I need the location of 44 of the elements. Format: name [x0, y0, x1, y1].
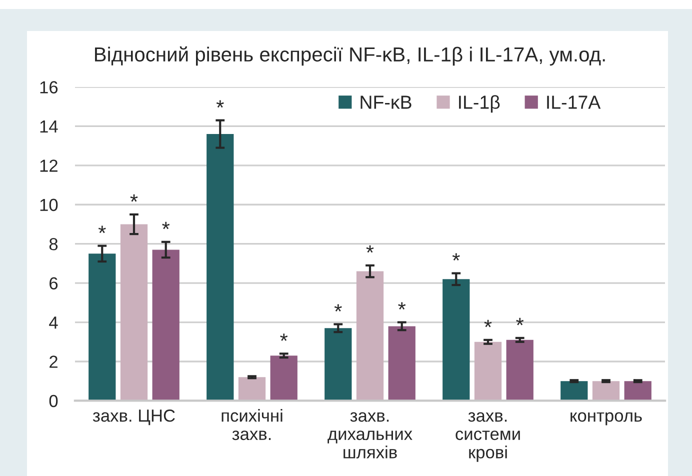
data-label: * — [366, 245, 374, 253]
y-tick-label: 4 — [49, 316, 58, 329]
data-label: * — [280, 334, 288, 341]
bar — [238, 377, 266, 401]
bar — [506, 340, 534, 401]
data-label: * — [162, 222, 170, 230]
data-label: * — [398, 302, 406, 310]
y-tick-label: 2 — [50, 356, 58, 368]
y-tick-label: 10 — [40, 198, 58, 212]
x-tick-label: захв. дихальних шляхів — [328, 412, 412, 458]
data-label: * — [216, 100, 224, 108]
bar — [88, 254, 116, 401]
y-tick-label: 0 — [49, 394, 58, 408]
y-tick-label: 8 — [49, 238, 58, 250]
legend-label: NF-κB — [360, 96, 412, 109]
bar — [120, 224, 148, 401]
x-tick-label: психічні захв. — [222, 409, 282, 440]
y-tick-label: 14 — [40, 120, 58, 133]
x-tick-label: захв. системи крові — [456, 412, 520, 462]
bar — [474, 342, 502, 401]
x-tick-label: захв. ЦНС — [92, 409, 175, 426]
bar — [560, 381, 588, 401]
y-tick-label: 16 — [40, 81, 58, 94]
bar — [270, 356, 298, 401]
data-label: * — [130, 194, 138, 202]
bar — [624, 381, 652, 401]
y-tick-label: 6 — [50, 277, 58, 290]
bar — [442, 279, 470, 401]
bar — [356, 271, 384, 401]
legend-label: IL-1β — [459, 95, 500, 113]
bar — [324, 328, 352, 401]
bar — [592, 381, 620, 401]
data-label: * — [484, 320, 492, 328]
bar — [388, 326, 416, 401]
data-label: * — [98, 226, 106, 234]
bar — [206, 134, 234, 401]
data-label: * — [452, 253, 460, 261]
data-label: * — [334, 304, 342, 312]
bar — [152, 250, 180, 401]
y-tick-label: 12 — [40, 160, 58, 172]
data-label: * — [516, 318, 524, 326]
legend-label: IL-17A — [547, 96, 601, 109]
chart-title: Відносний рівень експресії NF-κB, IL-1β і IL-17A, ум.од. — [95, 46, 605, 66]
x-tick-label: контроль — [570, 412, 642, 426]
